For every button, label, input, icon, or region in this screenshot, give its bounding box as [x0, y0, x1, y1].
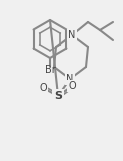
Text: O: O: [68, 81, 76, 91]
Text: N: N: [66, 74, 74, 84]
Text: S: S: [54, 91, 62, 101]
Text: Br: Br: [45, 65, 55, 75]
Text: N: N: [68, 30, 76, 40]
Text: O: O: [39, 83, 47, 93]
